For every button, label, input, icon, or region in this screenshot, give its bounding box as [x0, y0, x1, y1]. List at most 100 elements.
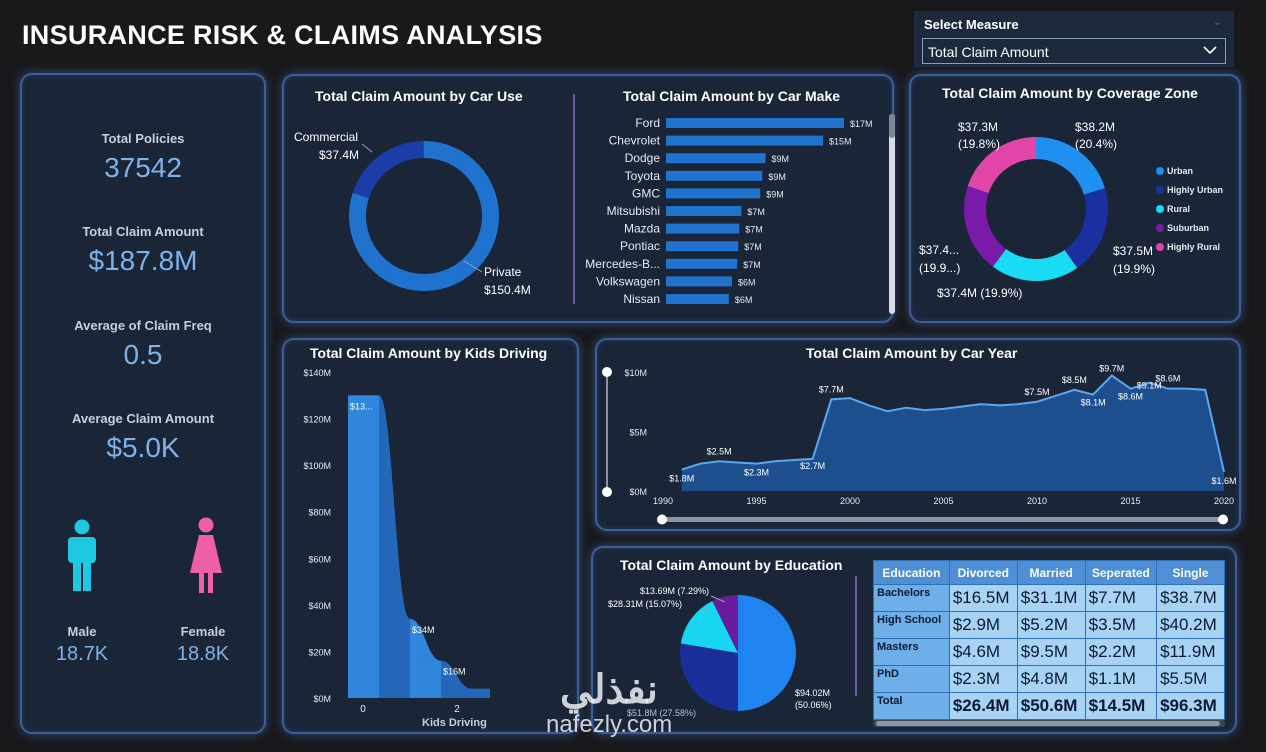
table-scrollbar-thumb[interactable]	[876, 721, 1220, 726]
year-data-label: $8.5M	[1062, 375, 1087, 385]
collapse-chevron-icon[interactable]: ⌄	[1212, 16, 1222, 28]
cov-label-hrural-a: $37.3M	[958, 120, 999, 134]
female-icon	[190, 517, 222, 593]
year-data-label: $7.7M	[819, 384, 844, 394]
car-make-bar	[666, 135, 824, 146]
year-xtick: 2020	[1214, 496, 1234, 506]
car-use-make-panel: Total Claim Amount by Car Use Commercial…	[282, 74, 895, 323]
edu-label-1: $13.69M (7.29%)	[640, 586, 710, 596]
column-header[interactable]: Seperated	[1084, 560, 1158, 585]
table-scrollbar[interactable]	[873, 720, 1225, 727]
legend-item[interactable]: Suburban	[1156, 223, 1209, 233]
year-data-label: $8.6M	[1155, 374, 1180, 384]
kids-ytick: $100M	[303, 461, 331, 471]
table-header-row: Education Divorced Married Seperated Single	[873, 560, 1225, 585]
year-ytick: $10M	[624, 368, 647, 378]
car-make-bar-chart: Ford $17M Chevrolet $15M Dodge $9M Toyota $9M GM…	[585, 116, 873, 306]
kids-title: Total Claim Amount by Kids Driving	[310, 345, 548, 361]
edu-label-3a: $94.02M	[795, 688, 831, 698]
year-vslider-handle-bottom[interactable]	[602, 487, 612, 497]
car-make-bar	[666, 258, 738, 269]
table-cell: $9.5M	[1016, 638, 1086, 666]
legend-label: Rural	[1167, 204, 1191, 214]
car-make-label: Mercedes-B...	[585, 257, 660, 271]
car-make-scrollbar[interactable]	[889, 114, 895, 314]
kids-data-label: $34M	[412, 625, 435, 635]
row-header: PhD	[873, 665, 950, 693]
car-make-value: $7M	[743, 260, 761, 270]
slicer-label: Select Measure	[924, 17, 1019, 32]
car-make-label: Mazda	[624, 222, 660, 236]
year-ytick: $0M	[629, 487, 647, 497]
scrollbar-thumb[interactable]	[889, 114, 895, 138]
car-make-bar	[666, 241, 739, 252]
year-data-label: $1.6M	[1211, 476, 1236, 486]
year-data-label: $7.5M	[1024, 387, 1049, 397]
cov-label-urban-a: $38.2M	[1075, 120, 1116, 134]
table-cell: $38.7M	[1156, 584, 1225, 612]
table-cell: $2.2M	[1084, 638, 1158, 666]
legend-item[interactable]: Highly Urban	[1156, 185, 1223, 195]
car-make-bar	[666, 206, 742, 216]
car-make-label: Toyota	[625, 169, 661, 183]
car-make-value: $6M	[735, 295, 753, 305]
table-cell: $3.5M	[1084, 611, 1158, 639]
year-data-label: $8.1M	[1081, 398, 1106, 408]
column-header[interactable]: Divorced	[948, 560, 1018, 585]
car-make-title: Total Claim Amount by Car Make	[623, 88, 841, 104]
car-use-slice-commercial	[352, 141, 424, 199]
year-xtick: 2005	[933, 496, 953, 506]
kids-ytick: $80M	[308, 508, 331, 518]
car-make-label: Volkswagen	[596, 274, 660, 288]
car-make-value: $17M	[850, 119, 873, 129]
table-row: Bachelors $16.5M $31.1M $7.7M $38.7M	[873, 584, 1225, 612]
page-title: INSURANCE RISK & CLAIMS ANALYSIS	[22, 20, 543, 50]
legend-item[interactable]: Rural	[1156, 204, 1190, 214]
car-make-label: Chevrolet	[609, 134, 661, 148]
row-header: Total	[873, 692, 950, 720]
kids-ytick: $120M	[303, 415, 331, 425]
kids-bar	[441, 688, 472, 698]
kids-bar	[472, 688, 490, 698]
car-make-bar	[666, 188, 761, 199]
table-cell: $2.3M	[948, 665, 1018, 693]
total-policies-label: Total Policies	[101, 131, 185, 146]
car-make-value: $9M	[768, 172, 786, 182]
car-make-bar	[666, 118, 844, 128]
car-make-bar	[666, 153, 766, 164]
car-make-label: GMC	[632, 186, 660, 200]
kids-bar	[379, 618, 410, 698]
year-vslider-handle-top[interactable]	[602, 367, 612, 377]
coverage-slice-urban	[1036, 137, 1105, 195]
table-cell: $16.5M	[948, 584, 1018, 612]
edu-label-4: $51.8M (27.58%)	[627, 708, 697, 718]
measure-dropdown[interactable]: Total Claim Amount	[922, 38, 1226, 64]
legend-item[interactable]: Highly Rural	[1156, 242, 1220, 252]
kids-xlabel: Kids Driving	[422, 717, 487, 729]
table-cell: $4.6M	[948, 638, 1018, 666]
year-hslider-handle-right[interactable]	[1218, 514, 1228, 525]
education-panel: Total Claim Amount by Education $13.69M …	[591, 546, 1237, 734]
table-cell: $4.8M	[1016, 665, 1086, 693]
female-label: Female	[180, 624, 226, 639]
table-cell: $11.9M	[1156, 638, 1225, 666]
kids-ytick: $40M	[308, 601, 331, 611]
car-make-bar	[666, 276, 732, 287]
male-icon	[68, 519, 96, 591]
year-xtick: 2010	[1027, 496, 1047, 506]
car-make-label: Ford	[635, 116, 660, 130]
column-header[interactable]: Single	[1156, 560, 1225, 585]
table-row: Total $26.4M $50.6M $14.5M $96.3M	[873, 692, 1225, 720]
table-cell: $5.5M	[1156, 665, 1225, 693]
year-hslider-handle-left[interactable]	[657, 514, 667, 525]
total-claim-value: $187.8M	[88, 245, 198, 276]
column-header[interactable]: Married	[1016, 560, 1086, 585]
avg-claim-label: Average Claim Amount	[71, 411, 215, 426]
legend-item[interactable]: Urban	[1156, 166, 1193, 176]
column-header[interactable]: Education	[873, 560, 950, 585]
car-make-label: Dodge	[625, 151, 661, 165]
year-xtick: 2015	[1120, 496, 1140, 506]
edu-label-3b: (50.06%)	[795, 700, 832, 710]
cov-label-urban-b: (20.4%)	[1075, 137, 1118, 151]
year-data-label: $8.6M	[1118, 392, 1143, 402]
